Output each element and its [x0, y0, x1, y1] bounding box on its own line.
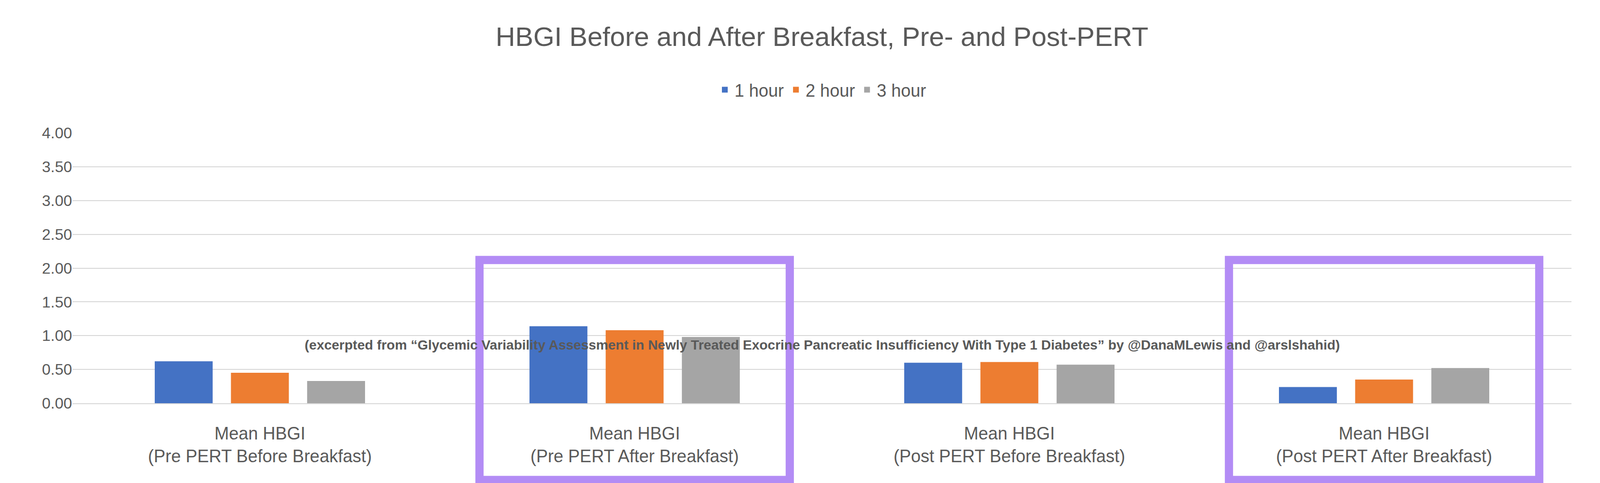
svg-text:0.00: 0.00	[42, 394, 73, 412]
svg-text:(excerpted from “Glycemic Vari: (excerpted from “Glycemic Variability As…	[304, 337, 1340, 353]
svg-text:0.50: 0.50	[42, 360, 73, 379]
svg-text:Mean HBGI(Post PERT After Brea: Mean HBGI(Post PERT After Breakfast)	[1276, 423, 1493, 467]
svg-text:1.00: 1.00	[42, 326, 73, 345]
svg-text:Mean HBGI(Pre PERT After Break: Mean HBGI(Pre PERT After Breakfast)	[530, 423, 739, 467]
svg-text:Mean HBGI(Post PERT Before Bre: Mean HBGI(Post PERT Before Breakfast)	[893, 423, 1126, 467]
svg-text:2.00: 2.00	[42, 259, 73, 278]
svg-text:2.50: 2.50	[42, 225, 73, 244]
svg-text:1.50: 1.50	[42, 293, 73, 311]
svg-text:1 hour: 1 hour	[734, 80, 784, 101]
svg-text:4.00: 4.00	[42, 124, 73, 142]
svg-text:3 hour: 3 hour	[876, 80, 926, 101]
svg-text:3.00: 3.00	[42, 191, 73, 210]
svg-text:2 hour: 2 hour	[805, 80, 855, 101]
svg-text:3.50: 3.50	[42, 158, 73, 176]
svg-text:HBGI Before and After Breakfas: HBGI Before and After Breakfast, Pre- an…	[495, 21, 1149, 52]
svg-text:Mean HBGI(Pre PERT Before Brea: Mean HBGI(Pre PERT Before Breakfast)	[147, 423, 372, 467]
